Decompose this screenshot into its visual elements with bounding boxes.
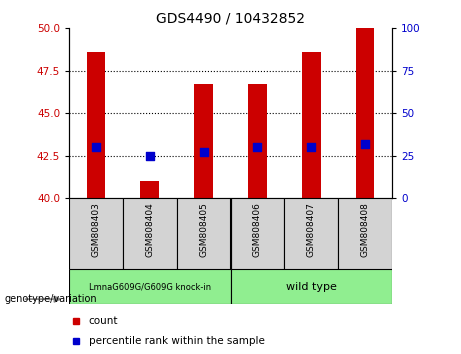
Point bbox=[146, 153, 154, 159]
Text: count: count bbox=[89, 316, 118, 326]
Text: GSM808407: GSM808407 bbox=[307, 202, 316, 257]
Point bbox=[254, 144, 261, 150]
Bar bbox=[248, 84, 267, 198]
Point bbox=[307, 144, 315, 150]
Bar bbox=[177, 198, 230, 269]
Text: genotype/variation: genotype/variation bbox=[5, 294, 97, 304]
Bar bbox=[141, 181, 159, 198]
Text: GSM808405: GSM808405 bbox=[199, 202, 208, 257]
Bar bbox=[230, 198, 284, 269]
Bar bbox=[87, 52, 106, 198]
Text: GSM808406: GSM808406 bbox=[253, 202, 262, 257]
Bar bbox=[123, 198, 177, 269]
Title: GDS4490 / 10432852: GDS4490 / 10432852 bbox=[156, 12, 305, 26]
Text: GSM808403: GSM808403 bbox=[92, 202, 100, 257]
Point bbox=[92, 144, 100, 150]
Bar bbox=[230, 269, 392, 304]
Bar bbox=[69, 198, 123, 269]
Bar bbox=[338, 198, 392, 269]
Point bbox=[200, 149, 207, 154]
Bar bbox=[194, 84, 213, 198]
Bar bbox=[284, 198, 338, 269]
Bar bbox=[355, 28, 374, 198]
Text: LmnaG609G/G609G knock-in: LmnaG609G/G609G knock-in bbox=[89, 282, 211, 291]
Bar bbox=[302, 52, 320, 198]
Bar bbox=[69, 269, 230, 304]
Text: wild type: wild type bbox=[286, 282, 337, 292]
Text: percentile rank within the sample: percentile rank within the sample bbox=[89, 336, 265, 346]
Text: GSM808404: GSM808404 bbox=[145, 202, 154, 257]
Point bbox=[361, 141, 369, 147]
Text: GSM808408: GSM808408 bbox=[361, 202, 369, 257]
